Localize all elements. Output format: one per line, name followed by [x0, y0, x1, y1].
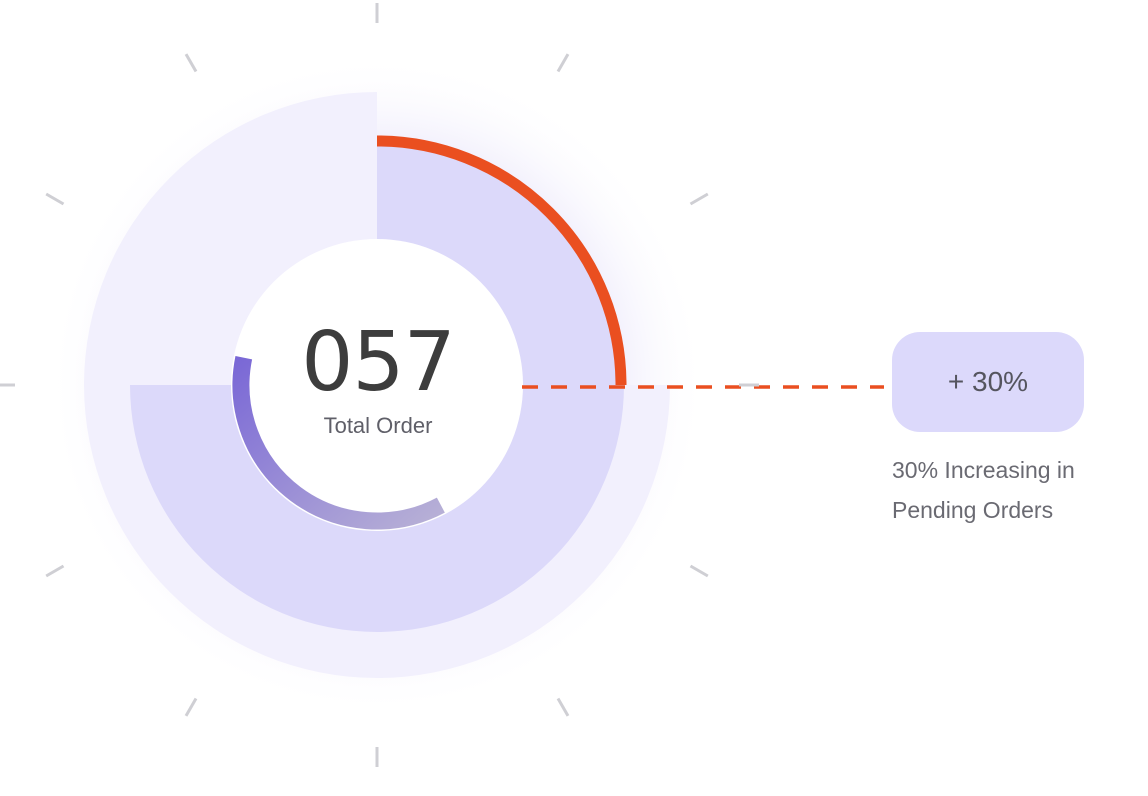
inner-progress-arc: [232, 355, 445, 530]
tick-mark: [689, 192, 709, 206]
total-order-label: Total Order: [323, 413, 433, 438]
tick-mark: [184, 697, 198, 717]
total-order-value: 057: [301, 315, 456, 410]
tick-mark: [184, 53, 198, 73]
change-description: 30% Increasing in Pending Orders: [892, 457, 1075, 523]
tick-mark: [45, 564, 65, 578]
tick-mark: [45, 192, 65, 206]
tick-mark: [556, 53, 570, 73]
tick-mark: [556, 697, 570, 717]
tick-mark: [689, 564, 709, 578]
change-badge: + 30%: [892, 332, 1084, 432]
accent-progress-arc: [376, 135, 627, 386]
gauge-tick-marks-icon: [0, 3, 759, 767]
gauge-center: [231, 239, 523, 531]
